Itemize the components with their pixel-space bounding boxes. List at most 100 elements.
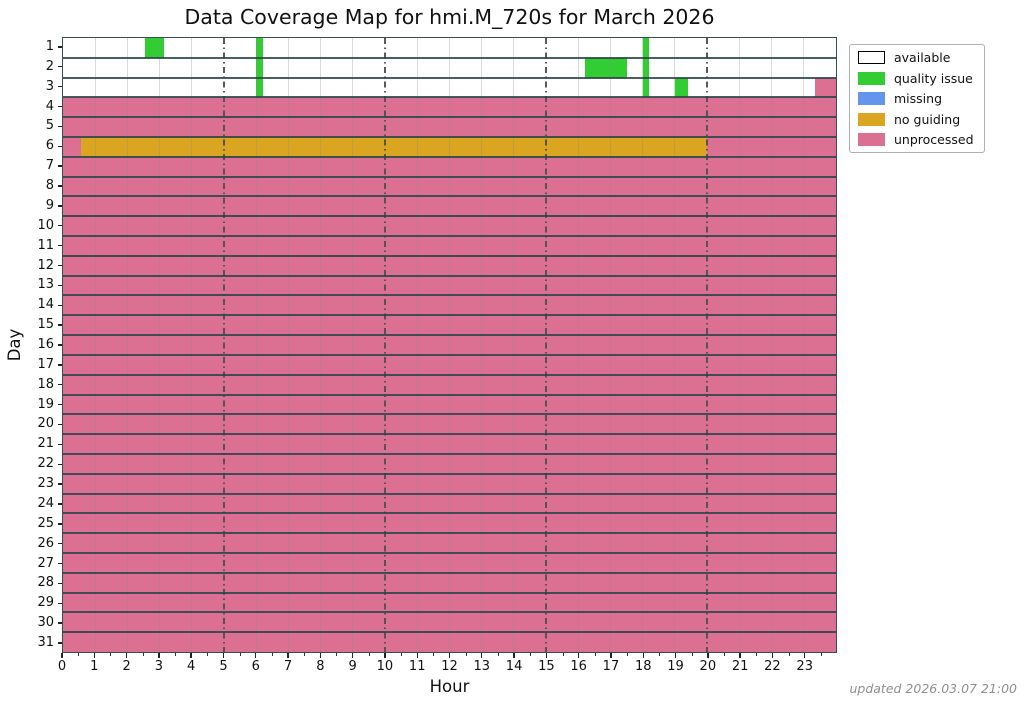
x-tick-label-hour-4: 4 [187,659,196,674]
day-row-18 [63,374,836,395]
x-tick-label-hour-17: 17 [602,659,620,674]
day-row-7 [63,156,836,177]
x-tick [384,653,386,658]
y-tick-label-day-15: 15 [37,317,54,333]
y-tick-label-day-11: 11 [37,237,54,253]
y-tick-label-day-7: 7 [45,158,54,174]
y-tick-label-day-8: 8 [45,178,54,194]
y-tick [57,423,62,426]
x-tick-minor [659,653,661,656]
x-tick-label-hour-5: 5 [219,659,228,674]
y-tick [57,244,62,247]
y-tick-label-day-17: 17 [37,356,54,372]
x-tick-minor [271,653,273,656]
y-tick-label-day-13: 13 [37,277,54,293]
x-tick-label-hour-0: 0 [57,659,67,674]
y-tick [57,403,62,406]
x-tick-label-hour-11: 11 [408,659,426,674]
y-tick-label-day-16: 16 [37,337,54,352]
legend-item-no_guiding: no guiding [858,112,974,126]
updated-timestamp: updated 2026.03.07 21:00 [849,681,1017,696]
y-tick [57,483,62,485]
x-tick-label-hour-16: 16 [570,659,587,674]
x-tick [351,653,354,658]
y-tick [57,582,62,585]
day-row-14 [63,295,836,316]
y-tick [57,284,62,287]
y-tick [57,503,62,505]
y-tick-label-day-21: 21 [37,436,54,452]
day-row-19 [63,394,836,415]
day-row-11 [63,236,836,256]
day-row-12 [63,255,836,276]
y-tick [57,105,62,108]
day-row-13 [63,275,836,296]
y-tick-label-day-31: 31 [37,635,54,651]
legend-label-available: available [894,50,951,65]
y-tick-label-day-24: 24 [37,495,54,511]
day-row-23 [63,473,836,494]
segment-quality_issue [145,38,165,58]
x-tick-minor [820,653,822,656]
x-tick-minor [497,653,499,656]
x-tick-minor [756,653,758,656]
x-tick [513,653,515,658]
y-tick-label-day-1: 1 [45,38,54,54]
x-tick-label-hour-13: 13 [473,659,491,674]
x-tick-minor [723,653,725,656]
x-tick-minor [465,653,467,656]
unprocessed-swatch-icon [858,133,885,146]
legend-item-missing: missing [858,92,974,105]
y-tick [57,602,62,604]
x-tick-minor [401,653,403,656]
x-tick [545,653,548,658]
x-tick-label-hour-3: 3 [154,659,164,674]
y-tick [57,225,62,227]
x-axis-label: Hour [429,677,470,696]
legend-label-quality_issue: quality issue [894,70,973,86]
segment-quality_issue [584,57,627,78]
x-tick [739,653,741,658]
y-tick-label-day-12: 12 [37,257,54,273]
x-tick [577,653,580,658]
legend-item-unprocessed: unprocessed [858,133,974,146]
y-tick [57,384,62,386]
day-row-16 [63,335,836,355]
x-tick-label-hour-15: 15 [538,659,555,674]
y-tick-label-day-6: 6 [45,138,54,154]
segment-quality_issue [642,57,650,78]
segment-quality_issue [674,77,688,98]
y-tick-label-day-27: 27 [37,555,54,571]
y-tick [57,264,62,267]
x-tick-label-hour-9: 9 [348,659,357,674]
y-tick [57,185,62,187]
x-tick [707,653,709,658]
y-tick-label-day-4: 4 [45,98,54,114]
y-tick-label-day-30: 30 [37,615,54,631]
y-tick [57,46,62,48]
x-tick [222,653,225,658]
y-tick-label-day-25: 25 [37,515,54,531]
day-row-25 [63,513,836,534]
y-tick-label-day-18: 18 [37,376,54,392]
x-tick [158,653,160,658]
x-tick [416,653,418,658]
legend-label-missing: missing [894,91,943,106]
segment-quality_issue [642,77,650,98]
x-tick-label-hour-18: 18 [634,659,652,674]
x-tick [93,653,95,658]
day-row-6 [63,137,836,157]
x-tick [771,653,774,658]
legend-label-unprocessed: unprocessed [894,132,974,147]
day-row-8 [63,176,836,197]
x-tick [61,653,63,658]
day-row-31 [63,632,836,652]
x-tick [125,653,128,658]
day-row-22 [63,453,836,474]
x-tick-label-hour-6: 6 [251,659,260,674]
legend-item-quality_issue: quality issue [858,70,974,86]
y-tick-label-day-14: 14 [37,297,54,313]
y-tick-label-day-29: 29 [37,595,54,611]
x-tick-minor [691,653,693,656]
